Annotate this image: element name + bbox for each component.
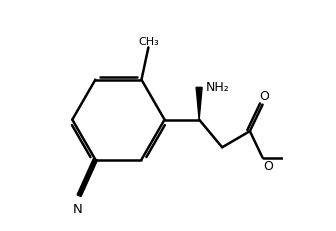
Text: O: O xyxy=(259,89,269,102)
Text: O: O xyxy=(263,159,273,172)
Text: NH₂: NH₂ xyxy=(206,80,230,93)
Text: CH₃: CH₃ xyxy=(138,36,159,46)
Polygon shape xyxy=(196,88,202,120)
Text: N: N xyxy=(73,202,82,215)
